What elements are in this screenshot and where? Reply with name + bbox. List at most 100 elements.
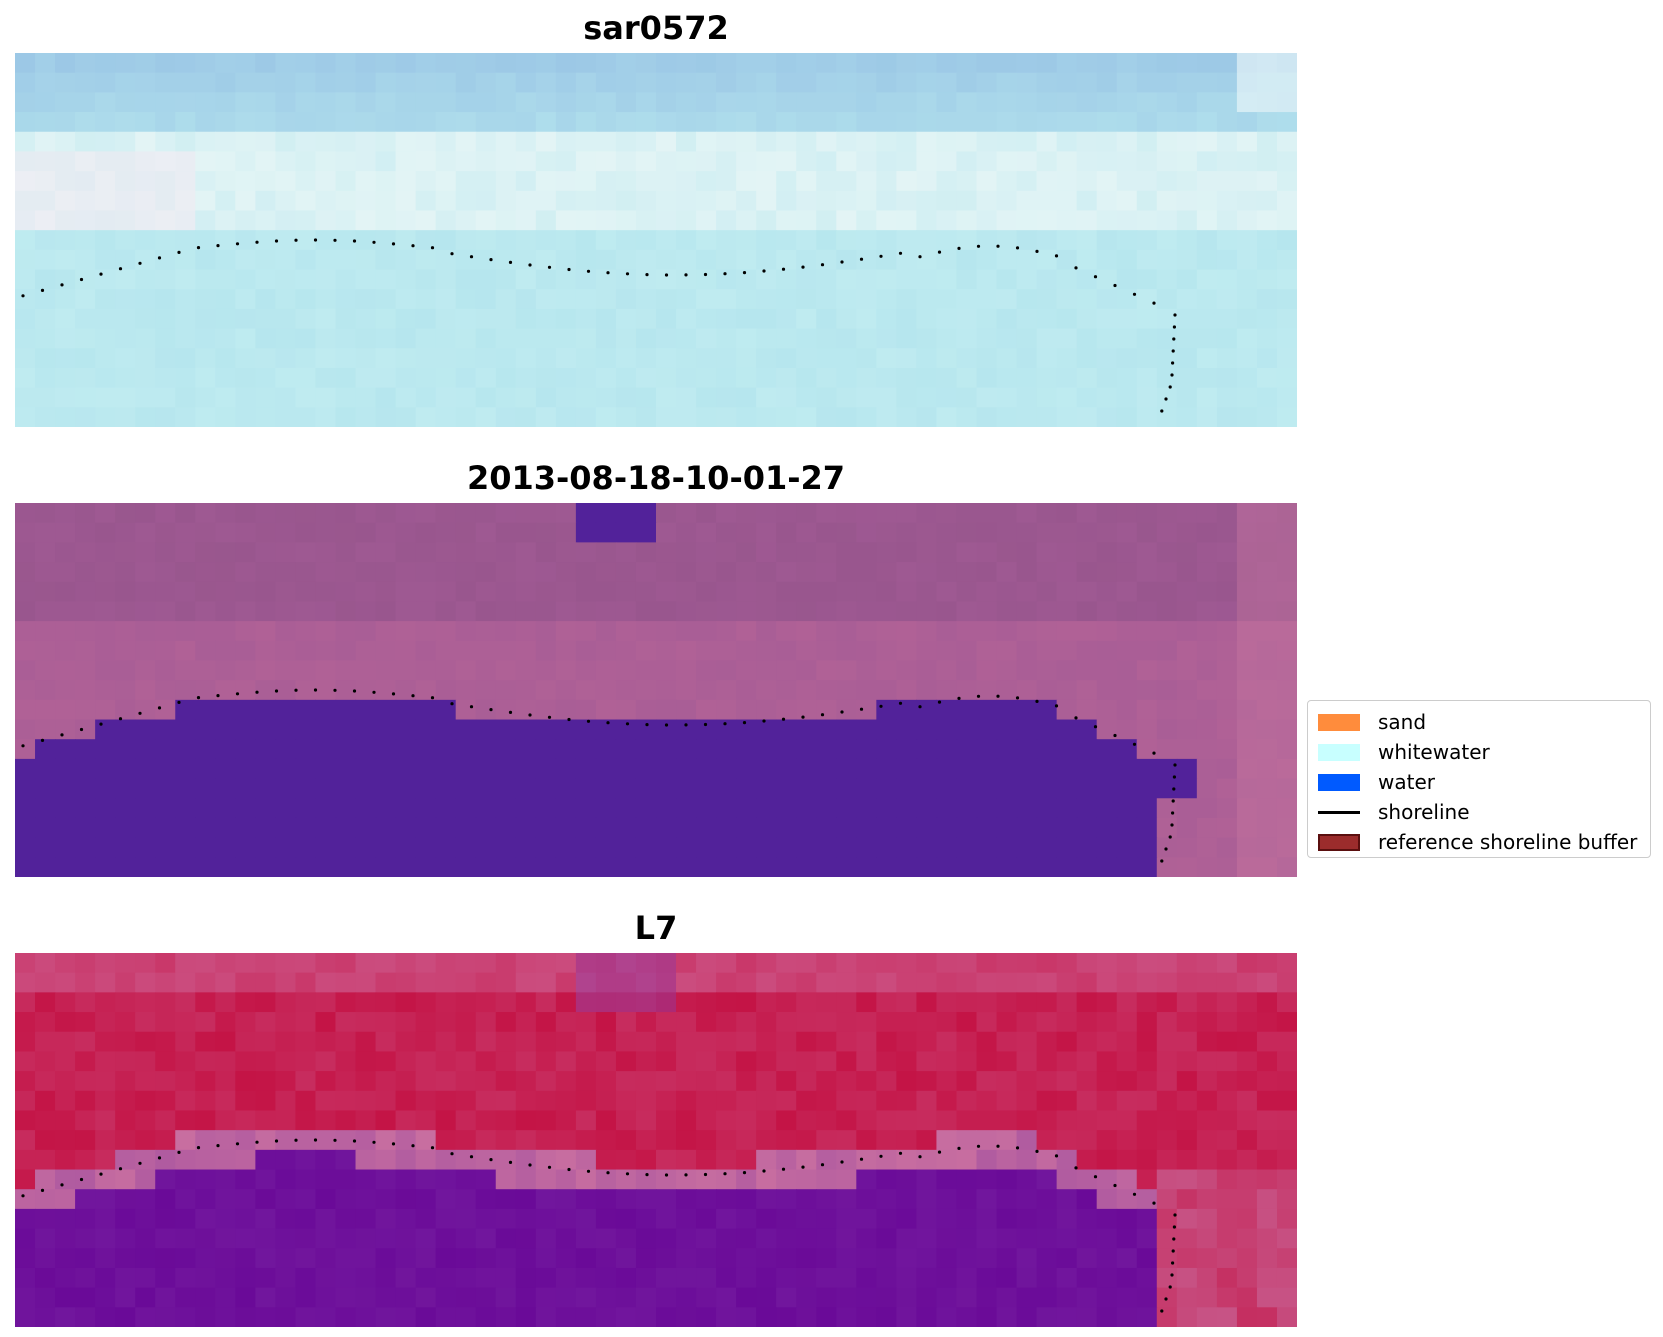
image-pixel bbox=[475, 1189, 497, 1210]
image-pixel bbox=[555, 328, 577, 349]
image-pixel bbox=[275, 798, 297, 819]
image-pixel bbox=[816, 1149, 837, 1171]
image-pixel bbox=[996, 992, 1018, 1013]
shoreline-point bbox=[430, 1146, 435, 1150]
image-pixel bbox=[1016, 367, 1038, 389]
image-pixel bbox=[1016, 230, 1038, 251]
image-pixel bbox=[696, 1090, 717, 1112]
image-pixel bbox=[1256, 387, 1278, 408]
image-pixel bbox=[1216, 289, 1238, 310]
image-pixel bbox=[976, 72, 998, 93]
image-pixel bbox=[936, 1307, 958, 1327]
image-pixel bbox=[816, 210, 837, 231]
image-pixel bbox=[155, 621, 176, 642]
image-pixel bbox=[816, 1267, 837, 1289]
image-pixel bbox=[635, 1169, 657, 1190]
image-pixel bbox=[395, 660, 417, 681]
image-pixel bbox=[435, 1189, 457, 1210]
image-pixel bbox=[135, 348, 156, 369]
image-pixel bbox=[736, 269, 757, 290]
image-pixel bbox=[235, 798, 256, 819]
image-pixel bbox=[95, 992, 116, 1013]
image-pixel bbox=[1096, 503, 1118, 524]
image-pixel bbox=[455, 817, 477, 839]
image-pixel bbox=[1056, 503, 1078, 524]
shoreline-point bbox=[859, 257, 864, 261]
image-pixel bbox=[195, 857, 216, 877]
image-pixel bbox=[275, 1267, 297, 1289]
image-pixel bbox=[916, 151, 938, 172]
reference-buffer-swatch bbox=[1318, 833, 1360, 851]
image-pixel bbox=[135, 1189, 156, 1210]
image-pixel bbox=[1116, 72, 1138, 93]
image-pixel bbox=[996, 171, 1018, 192]
image-pixel bbox=[1236, 328, 1258, 349]
image-pixel bbox=[455, 562, 477, 583]
image-pixel bbox=[1196, 503, 1218, 524]
image-pixel bbox=[1256, 1307, 1278, 1327]
shoreline-point bbox=[957, 246, 961, 250]
image-pixel bbox=[856, 1228, 877, 1249]
image-pixel bbox=[976, 1071, 998, 1092]
image-pixel bbox=[435, 581, 457, 603]
image-pixel bbox=[656, 1031, 677, 1053]
image-pixel bbox=[1076, 660, 1098, 681]
image-pixel bbox=[235, 1012, 256, 1033]
image-pixel bbox=[595, 601, 617, 622]
image-pixel bbox=[796, 640, 817, 662]
image-pixel bbox=[936, 151, 958, 172]
image-pixel bbox=[936, 92, 958, 113]
image-pixel bbox=[475, 53, 497, 74]
image-pixel bbox=[615, 1287, 637, 1308]
image-pixel bbox=[415, 542, 437, 563]
image-pixel bbox=[575, 112, 597, 133]
image-pixel bbox=[876, 387, 897, 408]
image-pixel bbox=[535, 522, 557, 543]
image-pixel bbox=[1236, 269, 1258, 290]
image-pixel bbox=[235, 269, 256, 290]
image-pixel bbox=[15, 680, 36, 701]
image-pixel bbox=[55, 680, 76, 701]
image-pixel bbox=[956, 699, 978, 721]
image-pixel bbox=[155, 953, 176, 974]
image-pixel bbox=[956, 131, 978, 153]
image-pixel bbox=[1056, 739, 1078, 760]
image-pixel bbox=[135, 640, 156, 662]
image-pixel bbox=[1276, 817, 1297, 839]
image-pixel bbox=[1196, 249, 1218, 271]
shoreline-point bbox=[294, 688, 298, 692]
image-pixel bbox=[115, 289, 136, 310]
image-pixel bbox=[1036, 249, 1058, 271]
image-pixel bbox=[1216, 1012, 1238, 1033]
shoreline-point bbox=[1168, 1285, 1172, 1289]
image-pixel bbox=[155, 837, 176, 858]
image-pixel bbox=[275, 621, 297, 642]
image-pixel bbox=[455, 1012, 477, 1033]
shoreline-point bbox=[820, 1163, 825, 1167]
image-pixel bbox=[375, 857, 397, 877]
image-pixel bbox=[555, 992, 577, 1013]
image-pixel bbox=[1256, 1090, 1278, 1112]
image-pixel bbox=[736, 758, 757, 780]
image-pixel bbox=[996, 328, 1018, 349]
image-pixel bbox=[876, 992, 897, 1013]
image-pixel bbox=[1216, 328, 1238, 349]
image-pixel bbox=[1196, 857, 1218, 877]
image-pixel bbox=[595, 640, 617, 662]
image-pixel bbox=[1176, 269, 1198, 290]
image-pixel bbox=[215, 72, 236, 93]
image-pixel bbox=[1156, 640, 1178, 662]
image-pixel bbox=[956, 308, 978, 330]
image-pixel bbox=[495, 387, 517, 408]
image-pixel bbox=[115, 1012, 136, 1033]
image-pixel bbox=[1256, 1051, 1278, 1072]
image-pixel bbox=[495, 503, 517, 524]
image-pixel bbox=[676, 387, 697, 408]
image-pixel bbox=[936, 1267, 958, 1289]
image-pixel bbox=[896, 817, 918, 839]
image-pixel bbox=[796, 1012, 817, 1033]
image-pixel bbox=[255, 1110, 277, 1131]
image-pixel bbox=[295, 1307, 317, 1327]
image-pixel bbox=[1196, 367, 1218, 389]
image-pixel bbox=[996, 522, 1018, 543]
